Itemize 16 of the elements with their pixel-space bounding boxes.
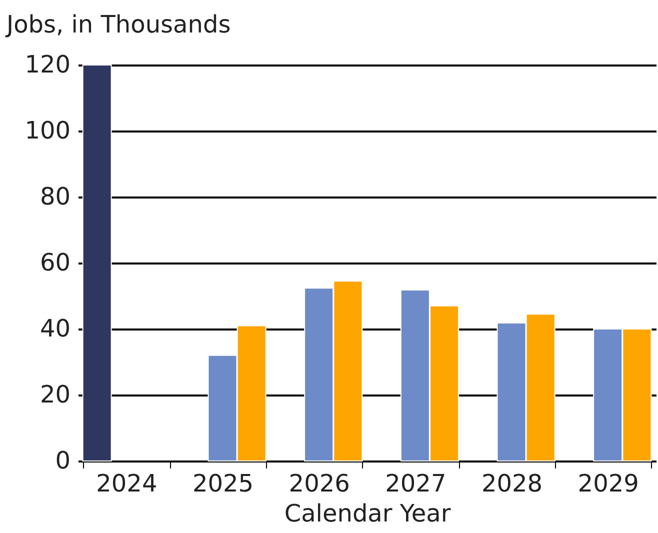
y-tick-label: 40 bbox=[40, 314, 70, 342]
y-tick-label: 100 bbox=[24, 116, 70, 144]
x-axis-title: Calendar Year bbox=[284, 500, 451, 528]
bar bbox=[82, 64, 112, 462]
y-axis-title: Jobs, in Thousands bbox=[4, 10, 231, 38]
x-tick-label: 2027 bbox=[385, 470, 446, 498]
x-tick-label: 2029 bbox=[578, 470, 639, 498]
x-tick-label: 2025 bbox=[192, 470, 254, 498]
x-tick-label: 2028 bbox=[481, 470, 543, 498]
y-tick-label: 60 bbox=[40, 248, 70, 276]
y-tick-label: 120 bbox=[24, 50, 70, 78]
y-tick-label: 80 bbox=[40, 182, 70, 210]
x-tick-label: 2024 bbox=[96, 470, 158, 498]
y-tick-label: 0 bbox=[55, 446, 70, 474]
y-tick-label: 20 bbox=[40, 380, 70, 408]
x-tick-label: 2026 bbox=[288, 470, 350, 498]
